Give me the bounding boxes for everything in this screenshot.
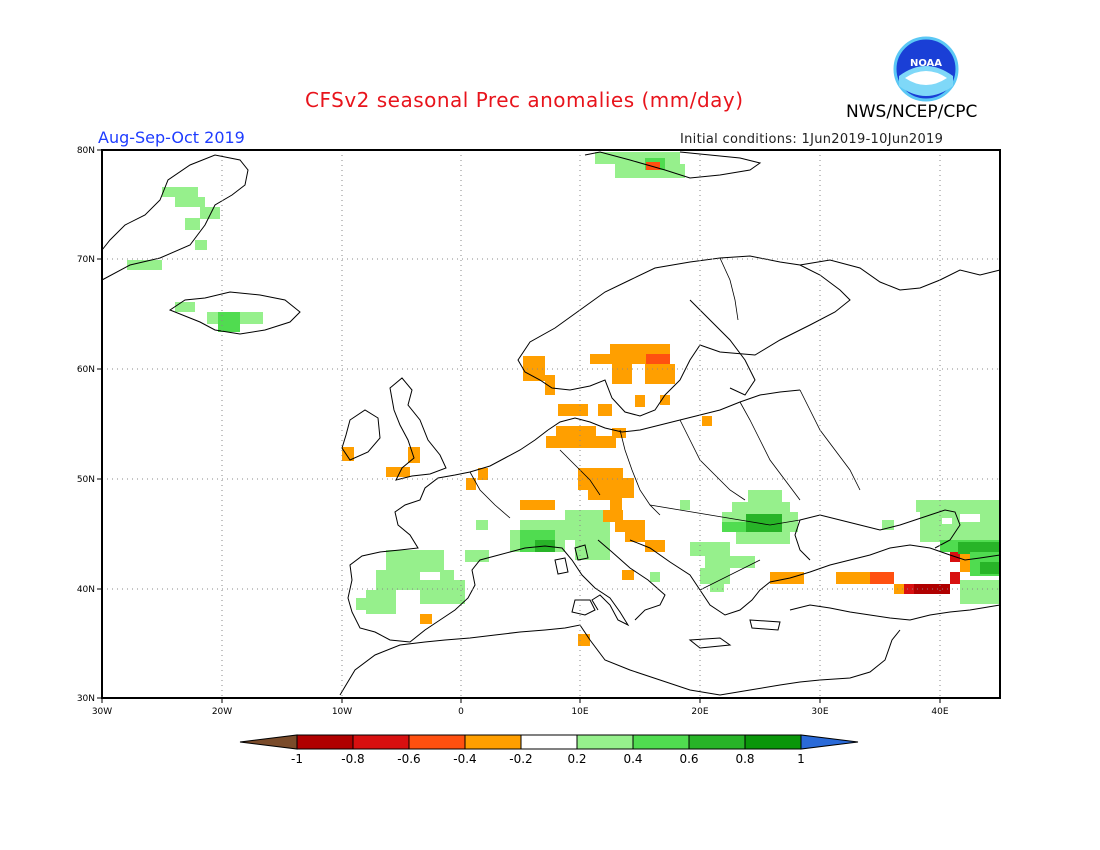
coastlines	[101, 151, 1001, 696]
logo-text: NOAA	[910, 58, 942, 69]
latitude-labels: 30N 40N 50N 60N 70N 80N	[77, 146, 95, 704]
lat-tick-label: 30N	[77, 694, 95, 704]
colorbar-label: 0.4	[623, 752, 642, 766]
colorbar-label: -1	[291, 752, 303, 766]
anomaly-patches	[127, 152, 1000, 646]
organization-label: NWS/NCEP/CPC	[846, 102, 978, 122]
lon-tick-label: 40E	[931, 707, 948, 717]
initial-conditions: Initial conditions: 1Jun2019-10Jun2019	[680, 132, 944, 147]
colorbar-label: -0.4	[453, 752, 476, 766]
lat-tick-label: 80N	[77, 146, 95, 156]
axis-ticks	[97, 149, 941, 703]
colorbar-swatch	[296, 734, 354, 750]
colorbar-swatch	[632, 734, 690, 750]
colorbar-label: 1	[797, 752, 805, 766]
colorbar-swatch	[464, 734, 522, 750]
map-frame	[101, 149, 1001, 699]
lon-tick-label: 0	[458, 707, 464, 717]
colorbar-label: 0.2	[567, 752, 586, 766]
lat-tick-label: 60N	[77, 365, 95, 375]
lon-tick-label: 30E	[811, 707, 828, 717]
lon-tick-label: 10E	[571, 707, 588, 717]
colorbar-swatch	[688, 734, 746, 750]
colorbar-label: 0.8	[735, 752, 754, 766]
colorbar-label: 0.6	[679, 752, 698, 766]
colorbar: -1 -0.8 -0.6 -0.4 -0.2 0.2 0.4 0.6 0.8 1	[239, 734, 859, 766]
lat-tick-label: 70N	[77, 255, 95, 265]
lon-tick-label: 20W	[212, 707, 232, 717]
colorbar-label: -0.8	[341, 752, 364, 766]
longitude-labels: 30W 20W 10W 0 10E 20E 30E 40E	[92, 707, 949, 717]
colorbar-swatch	[744, 734, 802, 750]
colorbar-label: -0.6	[397, 752, 420, 766]
colorbar-max-arrow	[800, 734, 859, 750]
lon-tick-label: 10W	[332, 707, 352, 717]
lon-tick-label: 30W	[92, 707, 112, 717]
lat-tick-label: 40N	[77, 585, 95, 595]
noaa-logo: NOAA	[893, 36, 959, 102]
lon-tick-label: 20E	[691, 707, 708, 717]
colorbar-swatch	[576, 734, 634, 750]
colorbar-min-arrow	[239, 734, 298, 750]
colorbar-swatch	[408, 734, 466, 750]
colorbar-swatch	[352, 734, 410, 750]
colorbar-swatch	[520, 734, 578, 750]
colorbar-label: -0.2	[509, 752, 532, 766]
forecast-period: Aug-Sep-Oct 2019	[98, 128, 245, 147]
map-title: CFSv2 seasonal Prec anomalies (mm/day)	[305, 88, 744, 112]
graticule	[102, 150, 1000, 698]
lat-tick-label: 50N	[77, 475, 95, 485]
